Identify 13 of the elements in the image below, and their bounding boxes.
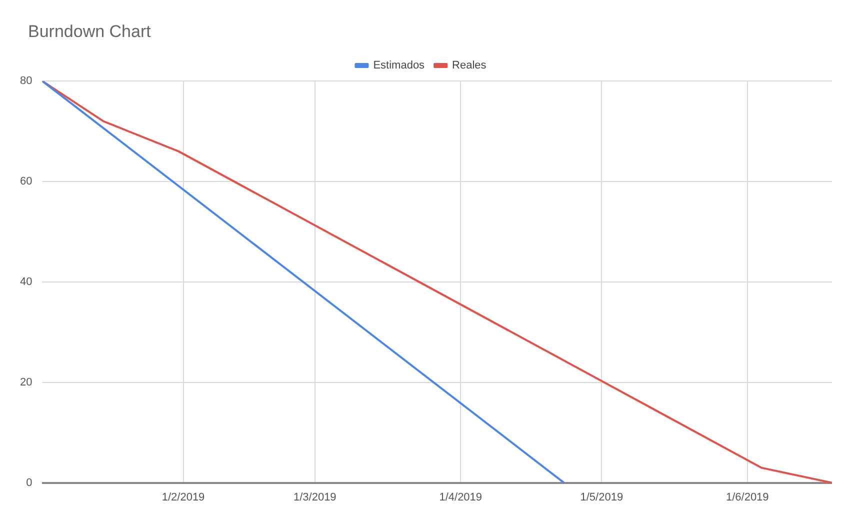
x-tick-label: 1/2/2019	[162, 491, 205, 504]
chart-title: Burndown Chart	[28, 22, 151, 42]
x-tick-label: 1/5/2019	[580, 491, 624, 504]
y-tick-label: 80	[20, 75, 32, 88]
legend-label: Reales	[452, 60, 487, 72]
y-tick-label: 40	[20, 276, 32, 288]
legend-label: Estimados	[373, 60, 426, 72]
y-tick-label: 20	[20, 376, 32, 388]
x-tick-label: 1/6/2019	[726, 491, 769, 504]
x-tick-label: 1/3/2019	[293, 491, 336, 504]
y-tick-label: 0	[26, 476, 32, 489]
x-tick-label: 1/4/2019	[439, 491, 482, 504]
y-tick-label: 60	[20, 175, 32, 188]
